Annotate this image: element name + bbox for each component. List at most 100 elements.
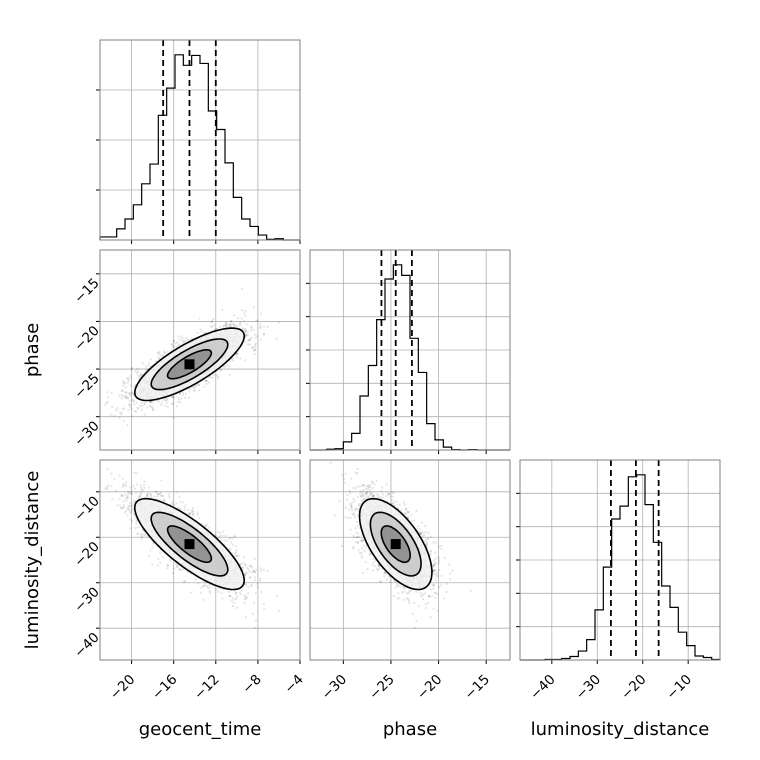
scatter-point [122, 500, 125, 503]
scatter-point [240, 566, 243, 569]
scatter-point [249, 565, 252, 568]
scatter-point [187, 396, 190, 399]
scatter-point [193, 389, 196, 392]
scatter-point [116, 407, 119, 410]
scatter-point [223, 365, 226, 368]
scatter-point [230, 541, 233, 544]
scatter-point [278, 609, 281, 612]
scatter-point [219, 368, 222, 371]
scatter-point [126, 381, 129, 384]
scatter-point [248, 576, 251, 579]
scatter-point [181, 393, 184, 396]
scatter-point [244, 330, 247, 333]
scatter-point [234, 589, 237, 592]
scatter-point [243, 333, 246, 336]
scatter-point [200, 586, 203, 589]
scatter-point [160, 479, 163, 482]
scatter-point [122, 384, 125, 387]
scatter-point [224, 534, 227, 537]
scatter-point [153, 495, 156, 498]
scatter-point [160, 495, 163, 498]
scatter-point [173, 503, 176, 506]
scatter-point [202, 585, 205, 588]
scatter-point [266, 569, 269, 572]
scatter-point [162, 498, 165, 501]
scatter-point [107, 396, 110, 399]
scatter-point [118, 504, 121, 507]
scatter-point [155, 544, 158, 547]
scatter-point [243, 573, 246, 576]
scatter-point [243, 574, 246, 577]
scatter-point [144, 534, 147, 537]
scatter-point [197, 582, 200, 585]
scatter-point [124, 391, 127, 394]
scatter-point [138, 494, 141, 497]
scatter-point [165, 402, 168, 405]
scatter-point [128, 509, 131, 512]
scatter-point [164, 351, 167, 354]
scatter-point [247, 586, 250, 589]
scatter-point [171, 396, 174, 399]
scatter-point [149, 401, 152, 404]
scatter-point [129, 492, 132, 495]
scatter-point [208, 589, 211, 592]
scatter-point [199, 591, 202, 594]
scatter-point [127, 392, 130, 395]
scatter-point [241, 327, 244, 330]
scatter-point [198, 317, 201, 320]
scatter-point [194, 389, 197, 392]
scatter-point [260, 325, 263, 328]
scatter-point [188, 339, 191, 342]
scatter-point [149, 549, 152, 552]
scatter-point [177, 400, 180, 403]
scatter-point [157, 493, 160, 496]
scatter-point [190, 572, 193, 575]
scatter-point [209, 591, 212, 594]
scatter-point [252, 569, 255, 572]
scatter-point [139, 484, 142, 487]
scatter-point [186, 509, 189, 512]
scatter-point [150, 405, 153, 408]
scatter-point [118, 474, 121, 477]
scatter-point [225, 322, 228, 325]
y-tick-label: −15 [71, 275, 102, 306]
scatter-point [127, 505, 130, 508]
scatter-point [122, 382, 125, 385]
scatter-point [235, 555, 238, 558]
scatter-point [151, 546, 154, 549]
scatter-point [231, 537, 234, 540]
scatter-point [228, 323, 231, 326]
scatter-point [135, 483, 138, 486]
scatter-point [170, 348, 173, 351]
scatter-point [146, 406, 149, 409]
scatter-point [126, 496, 129, 499]
scatter-point [241, 566, 244, 569]
scatter-point [239, 563, 242, 566]
scatter-point [196, 331, 199, 334]
scatter-point [204, 525, 207, 528]
scatter-point [172, 416, 175, 419]
scatter-point [152, 401, 155, 404]
scatter-point [171, 343, 174, 346]
scatter-point [183, 340, 186, 343]
scatter-point [217, 375, 220, 378]
scatter-point [118, 416, 121, 419]
scatter-point [160, 401, 163, 404]
scatter-point [120, 411, 123, 414]
scatter-point [197, 383, 200, 386]
panel-frame [309, 249, 511, 451]
scatter-point [250, 571, 253, 574]
scatter-point [123, 484, 126, 487]
scatter-point [230, 323, 233, 326]
scatter-point [215, 374, 218, 377]
scatter-point [146, 493, 149, 496]
scatter-point [218, 325, 221, 328]
scatter-point [244, 595, 247, 598]
scatter-point [195, 385, 198, 388]
scatter-point [118, 411, 121, 414]
scatter-point [219, 531, 222, 534]
scatter-point [215, 328, 218, 331]
scatter-point [172, 395, 175, 398]
scatter-point [106, 401, 109, 404]
scatter-point [202, 580, 205, 583]
